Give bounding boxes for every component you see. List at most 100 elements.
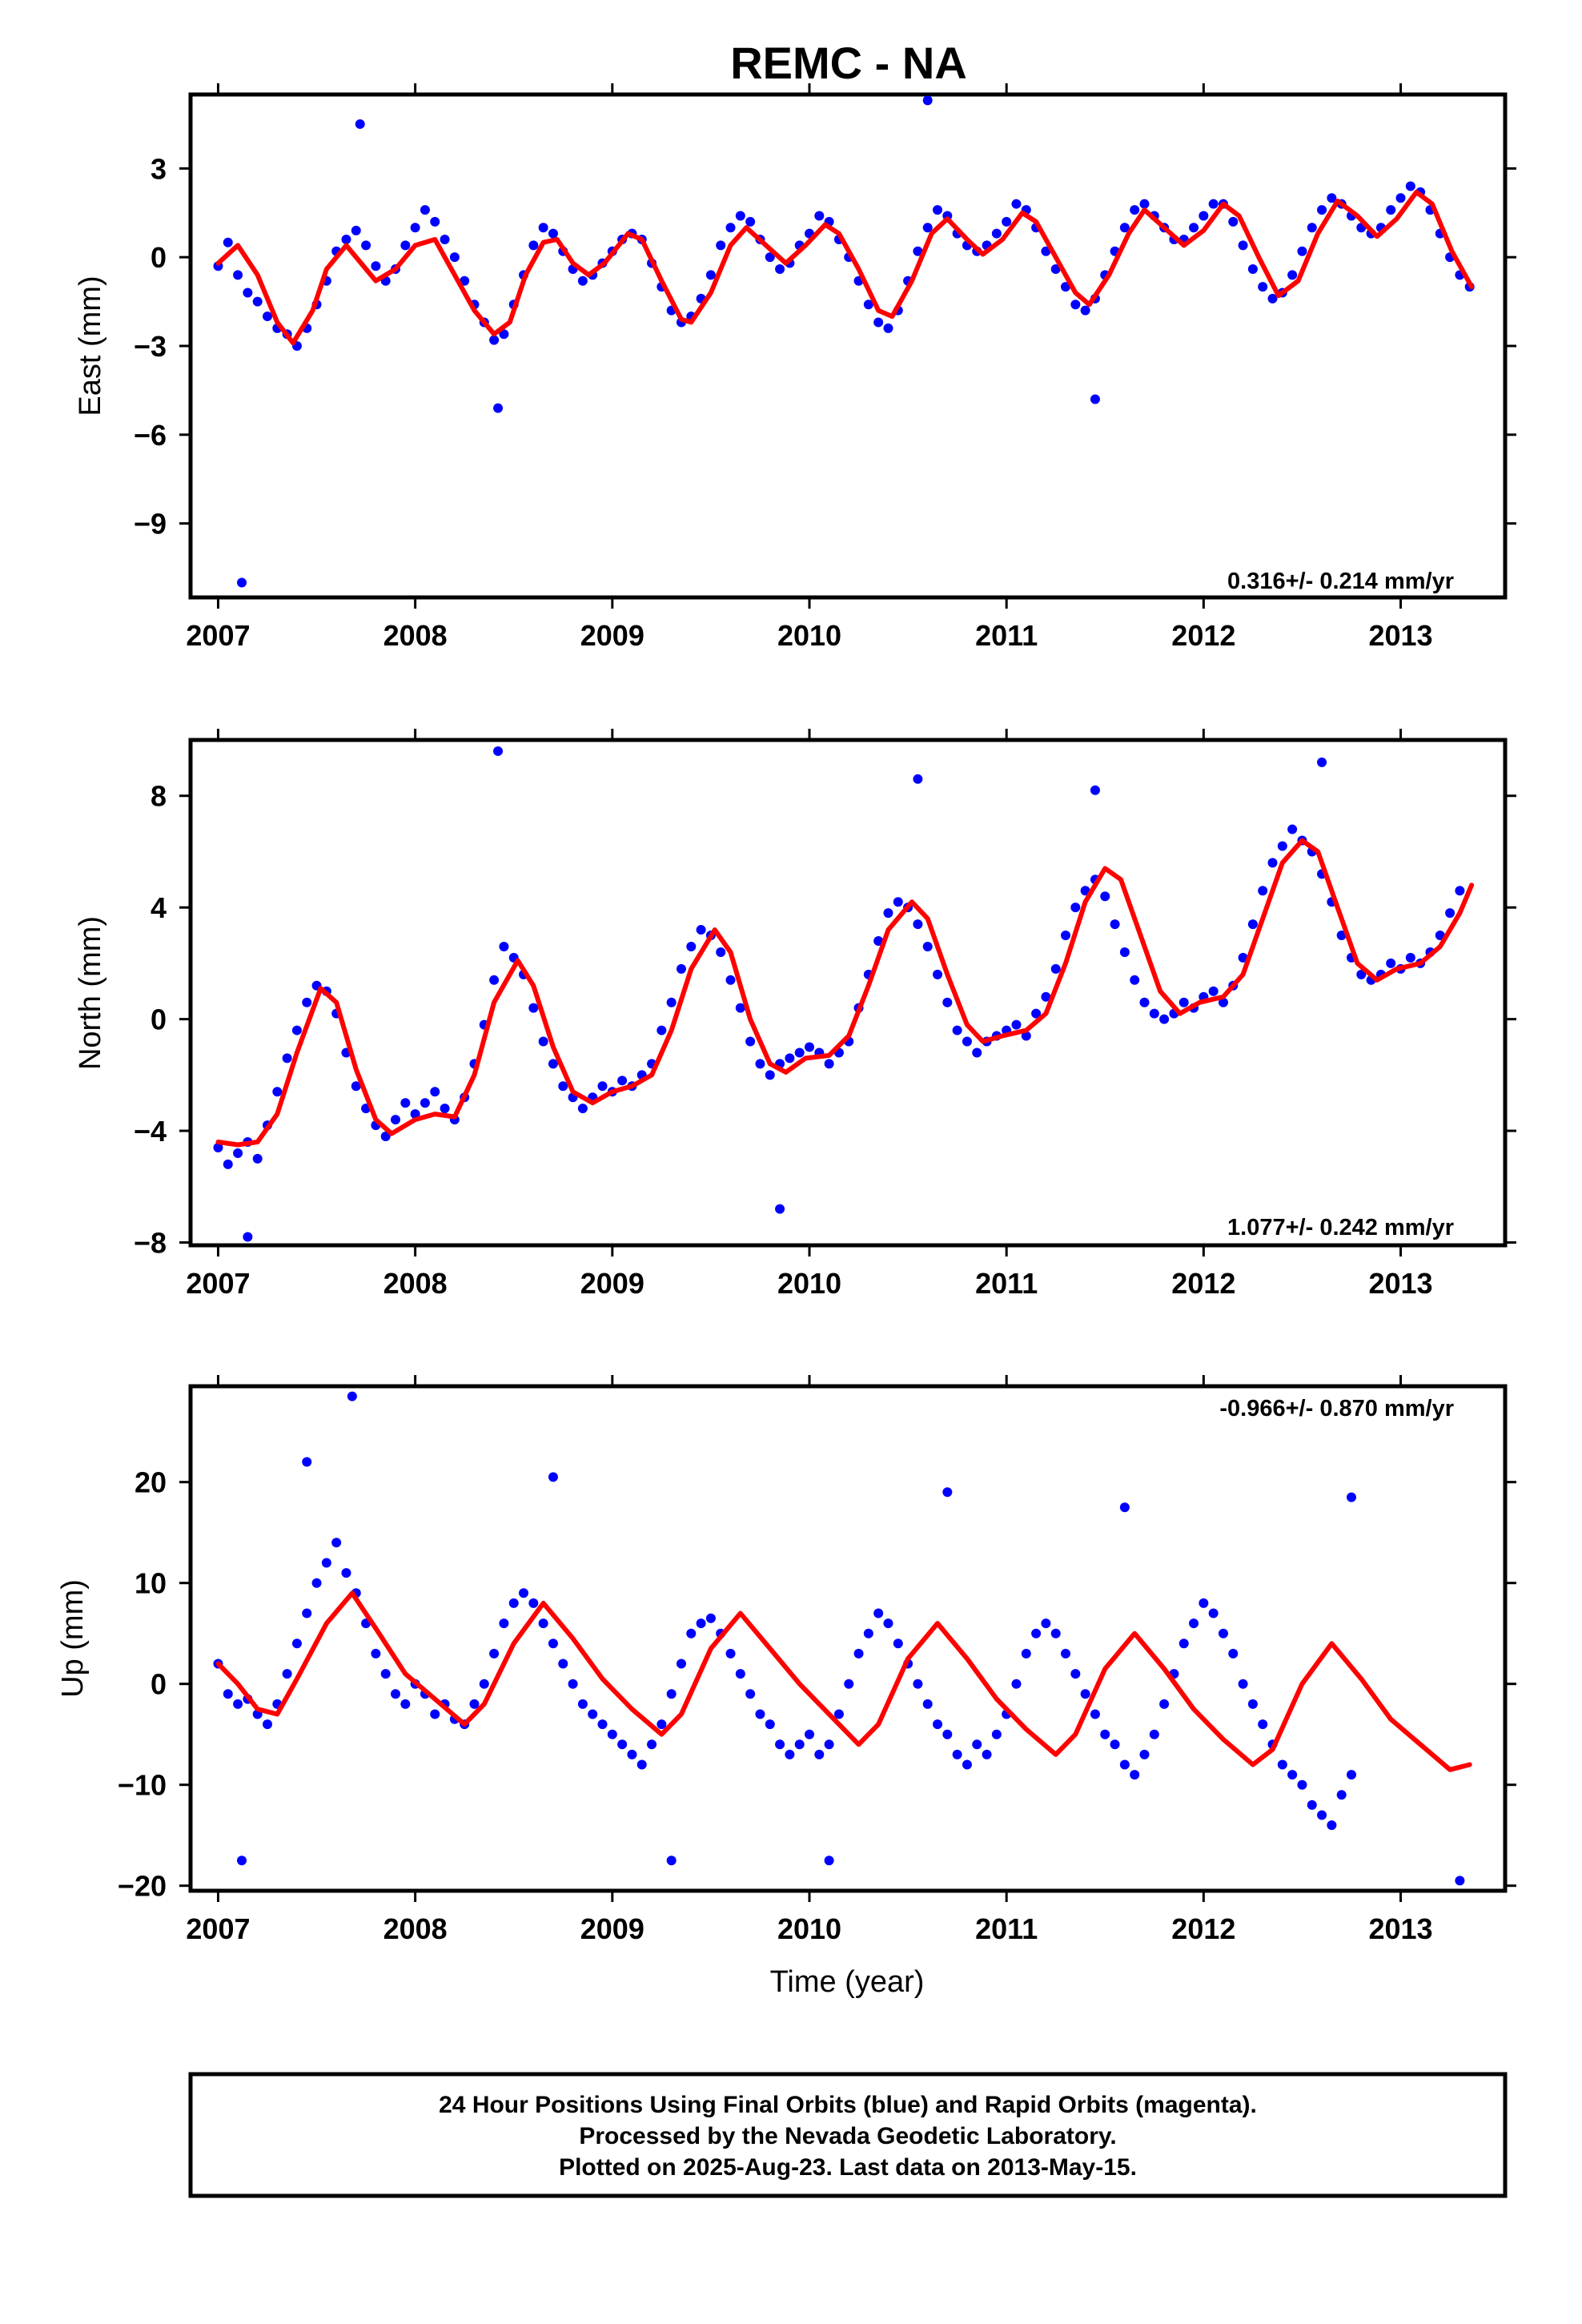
up-data-point bbox=[765, 1719, 775, 1730]
north-data-point bbox=[933, 969, 943, 979]
north-data-point bbox=[1356, 969, 1367, 979]
north-data-point bbox=[824, 1059, 834, 1069]
up-data-point bbox=[597, 1719, 608, 1730]
east-data-point bbox=[400, 240, 411, 251]
east-data-point bbox=[1267, 293, 1278, 304]
up-data-point bbox=[1455, 1876, 1465, 1886]
north-data-point bbox=[942, 997, 953, 1007]
north-data-point bbox=[1287, 824, 1298, 834]
north-data-point bbox=[499, 941, 509, 951]
east-data-point bbox=[716, 240, 726, 251]
east-data-point bbox=[1130, 205, 1140, 215]
east-data-point bbox=[410, 223, 420, 233]
up-data-point bbox=[913, 1679, 923, 1689]
chart-title: REMC - NA bbox=[730, 38, 967, 88]
east-data-point bbox=[745, 216, 756, 227]
east-xtick-label: 2012 bbox=[1171, 619, 1235, 652]
north-ytick-label: −8 bbox=[134, 1227, 167, 1260]
up-data-point bbox=[1178, 1638, 1189, 1649]
up-data-point bbox=[321, 1558, 331, 1568]
up-data-point bbox=[558, 1659, 568, 1669]
up-data-point bbox=[538, 1618, 548, 1629]
north-data-point bbox=[725, 975, 736, 985]
up-data-point bbox=[705, 1613, 716, 1623]
footer-line-2: Processed by the Nevada Geodetic Laborat… bbox=[579, 2123, 1116, 2149]
up-data-point bbox=[745, 1689, 756, 1699]
east-data-point bbox=[243, 287, 253, 298]
east-data-point bbox=[1090, 394, 1100, 404]
up-data-point bbox=[942, 1487, 953, 1498]
footer-line-3: Plotted on 2025-Aug-23. Last data on 201… bbox=[559, 2154, 1137, 2181]
footer-box: 24 Hour Positions Using Final Orbits (bl… bbox=[188, 2072, 1508, 2198]
east-fit-line bbox=[215, 189, 1475, 346]
up-data-point bbox=[656, 1719, 667, 1730]
north-data-point bbox=[1336, 931, 1347, 941]
north-data-point bbox=[745, 1036, 756, 1047]
east-ticks: 2007 2008 2009 2010 2011 2012 2013 3 0 −3 −6 −9 bbox=[134, 83, 1516, 652]
north-rate-label: 1.077+/- 0.242 mm/yr bbox=[1227, 1215, 1454, 1240]
up-data-point bbox=[1021, 1648, 1031, 1659]
up-data-point bbox=[844, 1679, 854, 1689]
east-data-point bbox=[449, 252, 460, 263]
east-data-point bbox=[1247, 263, 1258, 274]
up-data-point bbox=[331, 1538, 342, 1548]
east-data-point bbox=[922, 223, 933, 233]
east-fit-curve bbox=[215, 189, 1475, 346]
up-data-point bbox=[1070, 1669, 1081, 1679]
up-data-point bbox=[1317, 1810, 1327, 1820]
east-ytick-label: 3 bbox=[151, 152, 167, 185]
north-plot-frame bbox=[188, 738, 1508, 1248]
east-data-point bbox=[1050, 263, 1061, 274]
up-data-point bbox=[607, 1729, 617, 1739]
up-data-point bbox=[237, 1856, 247, 1866]
north-xtick-label: 2007 bbox=[186, 1267, 250, 1300]
north-data-point bbox=[676, 963, 686, 974]
north-data-point bbox=[913, 774, 923, 784]
east-data-point bbox=[1287, 270, 1298, 280]
up-data-point bbox=[883, 1618, 893, 1629]
up-data-point bbox=[1011, 1679, 1022, 1689]
up-data-point bbox=[499, 1618, 509, 1629]
east-data-point bbox=[1327, 193, 1337, 203]
footer-line-1: 24 Hour Positions Using Final Orbits (bl… bbox=[439, 2092, 1257, 2118]
east-data-point bbox=[341, 235, 351, 245]
east-data-point bbox=[1011, 199, 1022, 209]
north-ytick-label: 0 bbox=[151, 1003, 167, 1036]
east-data-point bbox=[548, 228, 558, 239]
north-xtick-label: 2008 bbox=[383, 1267, 448, 1300]
north-data-point bbox=[1317, 757, 1327, 767]
up-data-point bbox=[991, 1729, 1002, 1739]
up-data-point bbox=[1327, 1820, 1337, 1831]
north-data-point bbox=[666, 997, 677, 1007]
east-xtick-label: 2013 bbox=[1368, 619, 1432, 652]
east-data-point bbox=[814, 211, 825, 221]
east-data-point bbox=[1317, 205, 1327, 215]
east-ytick-label: −3 bbox=[134, 330, 167, 363]
up-data-point bbox=[1061, 1648, 1071, 1659]
up-data-point bbox=[1346, 1492, 1356, 1502]
up-data-point bbox=[1090, 1709, 1100, 1719]
north-xtick-label: 2011 bbox=[975, 1267, 1038, 1300]
east-data-point bbox=[922, 95, 933, 106]
north-data-point bbox=[1130, 975, 1140, 985]
up-data-point bbox=[1050, 1628, 1061, 1638]
east-data-point bbox=[1208, 199, 1219, 209]
north-data-point bbox=[223, 1159, 233, 1169]
north-data-point bbox=[1178, 997, 1189, 1007]
north-data-point bbox=[493, 746, 504, 756]
up-data-point bbox=[972, 1739, 982, 1750]
north-data-point bbox=[1041, 991, 1051, 1002]
up-data-point bbox=[666, 1689, 677, 1699]
up-data-point bbox=[922, 1699, 933, 1709]
east-data-point bbox=[735, 211, 745, 221]
north-data-point bbox=[656, 1025, 667, 1035]
east-data-point bbox=[233, 270, 243, 280]
up-data-point bbox=[833, 1709, 844, 1719]
north-data-point bbox=[1021, 1031, 1031, 1041]
north-data-point bbox=[765, 1070, 775, 1080]
up-data-point bbox=[1119, 1759, 1130, 1770]
up-fit-line bbox=[215, 1590, 1472, 1772]
up-data-point bbox=[302, 1608, 312, 1618]
north-xtick-label: 2010 bbox=[777, 1267, 841, 1300]
east-ytick-label: −6 bbox=[134, 419, 167, 452]
